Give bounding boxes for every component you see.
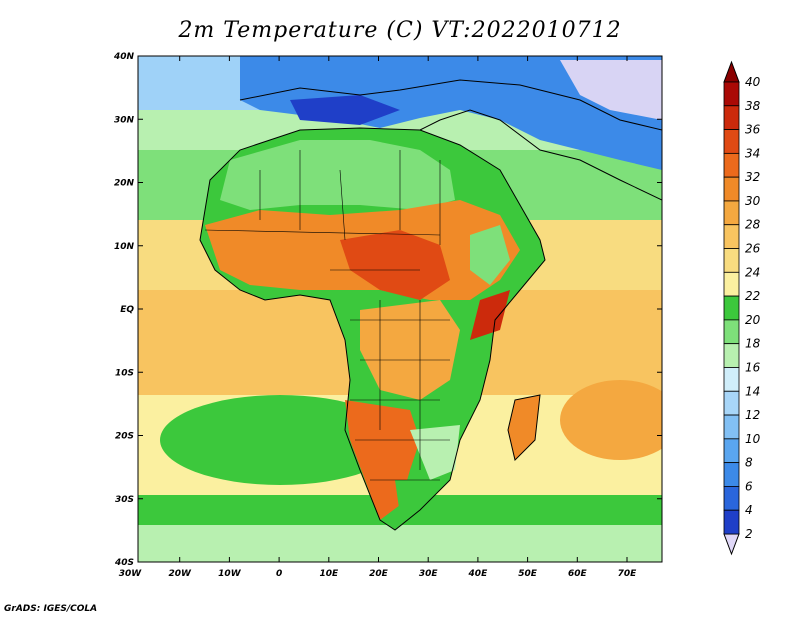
- colorbar-tick-label: 24: [745, 265, 760, 279]
- drakensberg-cool: [395, 480, 440, 515]
- lon-label: 20W: [168, 569, 192, 579]
- colorbar-tick-label: 32: [745, 170, 760, 184]
- lon-label: 70E: [618, 569, 638, 579]
- colorbar-swatch: [723, 486, 740, 511]
- colorbar-tick-label: 16: [745, 360, 761, 374]
- colorbar-swatch: [723, 224, 740, 249]
- med-cold-core: [290, 95, 400, 125]
- lon-label: 10W: [218, 569, 242, 579]
- colorbar-swatch: [723, 390, 740, 416]
- lat-label: 30S: [115, 495, 134, 505]
- congo-warm: [360, 300, 460, 400]
- colorbar-swatch: [723, 129, 740, 154]
- grads-credit: GrADS: IGES/COLA: [4, 604, 98, 614]
- colorbar-swatch: [723, 295, 740, 321]
- lat-label: 30N: [114, 115, 135, 125]
- coastlines: [199, 79, 662, 531]
- colorbar-tick-label: 2: [745, 527, 753, 541]
- colorbar-high-cap: [723, 60, 740, 83]
- sahara-cool: [220, 140, 455, 210]
- map-title: 2m Temperature (C) VT:2022010712: [178, 18, 622, 43]
- colorbar-tick-label: 8: [745, 456, 753, 470]
- south-east-cooler: [410, 425, 460, 480]
- lat-label: 20S: [115, 432, 134, 442]
- lon-label: 20E: [369, 569, 389, 579]
- horn-hot: [470, 290, 510, 340]
- lat-label: 40N: [113, 52, 135, 62]
- colorbar-tick-label: 4: [745, 503, 753, 517]
- map-plot-area: [138, 56, 662, 562]
- country-borders: [204, 150, 450, 481]
- europe-cold-region: [240, 56, 662, 170]
- lat-label: 10N: [114, 242, 135, 252]
- ocean-south-cool-patch: [160, 395, 400, 485]
- colorbar-swatch: [723, 81, 740, 107]
- colorbar-swatch: [723, 414, 740, 440]
- asia-very-cold: [560, 60, 662, 120]
- lat-label: 40S: [114, 558, 134, 568]
- ocean-far-south: [138, 525, 662, 562]
- colorbar-low-cap: [723, 533, 740, 556]
- colorbar-tick-label: 10: [745, 432, 761, 446]
- longitude-labels: 30W 20W 10W 0 10E 20E 30E 40E 50E 60E 70E: [119, 569, 637, 579]
- lon-label: 50E: [518, 569, 538, 579]
- colorbar-swatch: [723, 462, 740, 487]
- colorbar-tick-label: 30: [745, 194, 761, 208]
- colorbar-tick-label: 40: [745, 75, 761, 89]
- colorbar-tick-label: 12: [745, 408, 760, 422]
- colorbar-swatch: [723, 367, 740, 392]
- colorbar-swatch: [723, 248, 740, 273]
- colorbar-tick-label: 28: [745, 218, 761, 232]
- colorbar-tick-label: 38: [745, 99, 761, 113]
- colorbar-tick-label: 34: [745, 146, 760, 160]
- colorbar-swatch: [723, 343, 740, 368]
- colorbar-swatch: [723, 152, 740, 178]
- colorbar-tick-label: 36: [745, 123, 761, 137]
- colorbar-swatch: [723, 319, 740, 345]
- ocean-indian-warm: [560, 380, 662, 460]
- lon-label: 10E: [319, 569, 339, 579]
- lon-label: 30E: [419, 569, 439, 579]
- colorbar-swatch: [723, 509, 740, 535]
- madagascar: [508, 395, 540, 460]
- lon-label: 60E: [568, 569, 588, 579]
- colorbar-swatch: [723, 176, 740, 202]
- colorbar-swatch: [723, 200, 740, 226]
- lat-label: 10S: [115, 368, 134, 378]
- latitude-labels: 40N 30N 20N 10N EQ 10S 20S 30S 40S: [113, 52, 135, 568]
- lon-label: 0: [276, 569, 282, 579]
- colorbar-tick-label: 6: [745, 479, 753, 493]
- colorbar-tick-label: 20: [745, 313, 761, 327]
- colorbar-tick-label: 18: [745, 337, 761, 351]
- colorbar-swatch: [723, 271, 740, 297]
- central-africa-hottest: [340, 230, 450, 300]
- axis-ticks: [138, 55, 662, 563]
- colorbar-tick-label: 26: [745, 242, 761, 256]
- lat-label: 20N: [114, 179, 135, 189]
- ethiopia-highlands: [470, 225, 510, 285]
- colorbar-tick-label: 14: [745, 384, 760, 398]
- lon-label: 40E: [468, 569, 489, 579]
- lat-label: EQ: [120, 305, 134, 315]
- colorbar-swatch: [723, 438, 740, 464]
- lon-label: 30W: [119, 569, 143, 579]
- colorbar-tick-label: 22: [745, 289, 760, 303]
- colorbar-swatch: [723, 105, 740, 130]
